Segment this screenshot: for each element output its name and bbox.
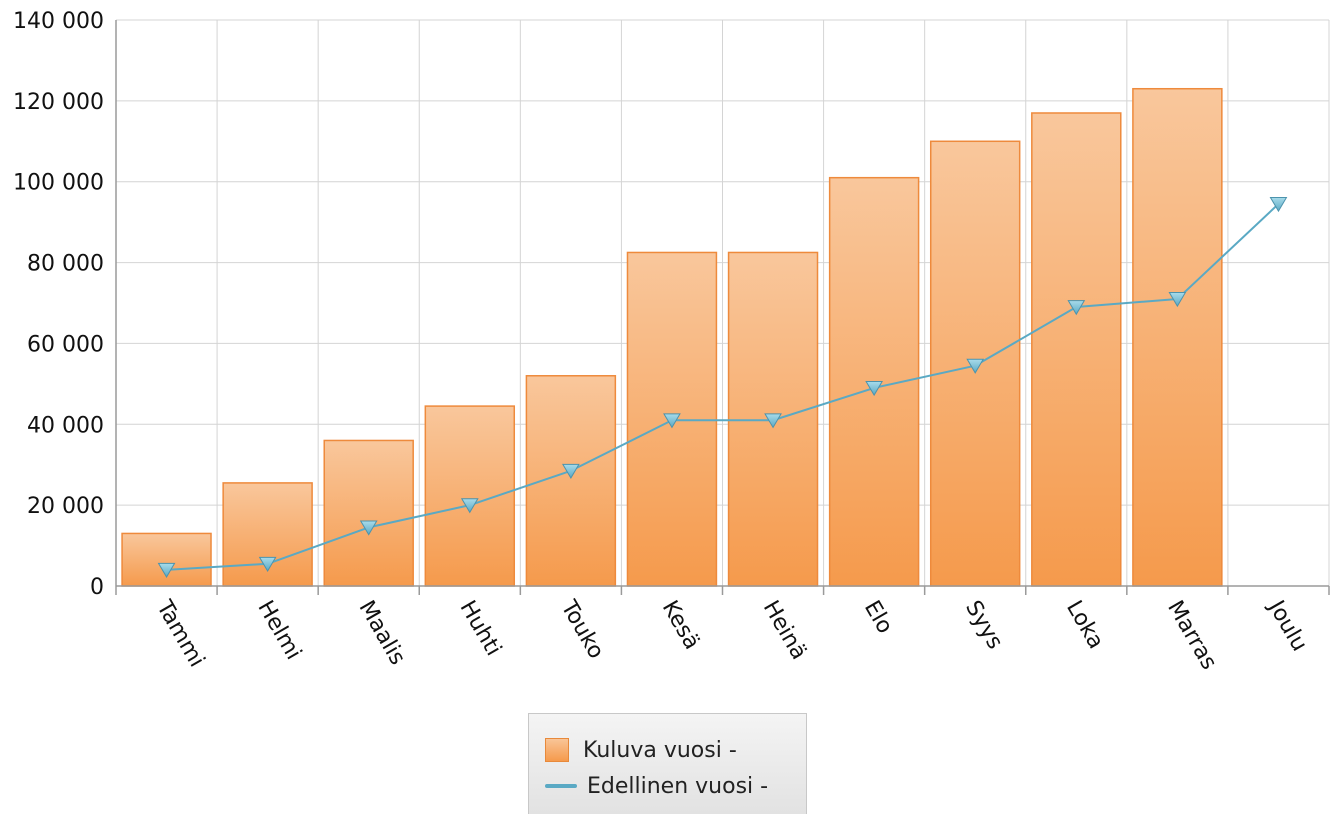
x-tick-label: Loka (1061, 597, 1108, 654)
y-tick-label: 120 000 (13, 90, 104, 115)
series-point (1168, 292, 1187, 308)
x-tick-label: Huhti (455, 597, 506, 661)
y-axis-ticks: 0 20 000 40 000 60 000 80 000 100 000 120 000 1… (13, 9, 104, 600)
x-tick-label: Marras (1162, 597, 1221, 675)
x-tick-label: Joulu (1262, 595, 1312, 656)
x-tick-label: Syys (960, 597, 1007, 654)
y-tick-label: 60 000 (27, 332, 104, 357)
series-point (663, 413, 681, 429)
y-tick-label: 40 000 (27, 413, 104, 438)
bar (323, 439, 414, 587)
y-tick-label: 100 000 (13, 171, 104, 196)
series-point (1067, 300, 1086, 316)
line-series (157, 197, 1288, 579)
x-tick-label: Heinä (758, 597, 811, 665)
legend-line-swatch (545, 784, 577, 788)
x-tick-label: Maalis (354, 597, 410, 670)
y-tick-label: 20 000 (27, 494, 104, 519)
axes (115, 20, 1330, 595)
x-tick-label: Touko (555, 596, 608, 664)
x-axis-ticks: Tammi Helmi Maalis Huhti Touko Kesä Heinä Elo Sy… (151, 595, 1312, 674)
bar-series (121, 87, 1223, 587)
x-tick-label: Elo (859, 597, 897, 638)
series-point (258, 556, 277, 572)
legend-item-current-year: Kuluva vuosi - (545, 734, 737, 766)
bar (424, 405, 516, 587)
legend-label-previous-year: Edellinen vuosi - (587, 773, 769, 799)
bar (121, 532, 212, 587)
series-point (966, 358, 985, 374)
x-tick-label: Tammi (151, 596, 209, 672)
series-point (562, 463, 580, 479)
series-point (359, 520, 378, 536)
series-point (764, 413, 782, 429)
bar (1031, 112, 1122, 587)
series-point (157, 562, 176, 579)
x-tick-label: Kesä (657, 597, 705, 654)
legend-bar-swatch (545, 738, 569, 762)
x-tick-label: Helmi (252, 597, 306, 665)
y-tick-label: 0 (90, 575, 104, 600)
bar (1132, 87, 1223, 587)
series-point (1269, 197, 1288, 213)
legend-label-current-year: Kuluva vuosi - (583, 737, 737, 763)
legend-item-previous-year: Edellinen vuosi - (545, 770, 768, 802)
series-point (865, 381, 883, 397)
y-tick-label: 80 000 (27, 252, 104, 277)
y-tick-label: 140 000 (13, 9, 104, 34)
series-line (166, 203, 1280, 571)
series-point (460, 498, 479, 514)
legend: Kuluva vuosi - Edellinen vuosi - (528, 713, 807, 814)
